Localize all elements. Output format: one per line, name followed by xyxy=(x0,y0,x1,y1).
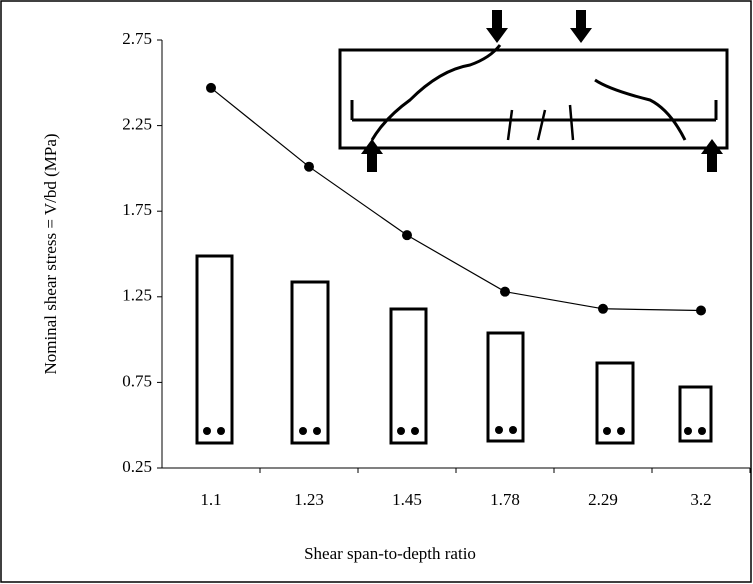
y-tick-label: 2.75 xyxy=(122,29,152,48)
x-tick-label: 1.23 xyxy=(294,490,324,509)
beam-sketch xyxy=(338,10,729,172)
x-tick-label: 1.78 xyxy=(490,490,520,509)
line xyxy=(210,87,702,312)
x-tick-label: 3.2 xyxy=(690,490,711,509)
point xyxy=(402,230,412,241)
point xyxy=(206,82,216,93)
point xyxy=(304,161,314,172)
y-tick-label: 1.75 xyxy=(122,200,152,219)
point xyxy=(696,305,706,316)
rebar-dots xyxy=(203,426,706,435)
y-tick-label: 2.25 xyxy=(122,115,152,134)
x-tick-label: 2.29 xyxy=(588,490,618,509)
point xyxy=(500,286,510,297)
x-axis-label: Shear span-to-depth ratio xyxy=(304,544,476,563)
y-tick-label: 0.75 xyxy=(122,371,152,390)
y-axis-label: Nominal shear stress = V/bd (MPa) xyxy=(41,133,60,374)
point xyxy=(598,303,608,314)
x-tick-label: 1.1 xyxy=(200,490,221,509)
y-tick-label: 0.25 xyxy=(122,457,152,476)
x-tick-label: 1.45 xyxy=(392,490,422,509)
section-sketches xyxy=(195,254,713,445)
y-tick-label: 1.25 xyxy=(122,286,152,305)
